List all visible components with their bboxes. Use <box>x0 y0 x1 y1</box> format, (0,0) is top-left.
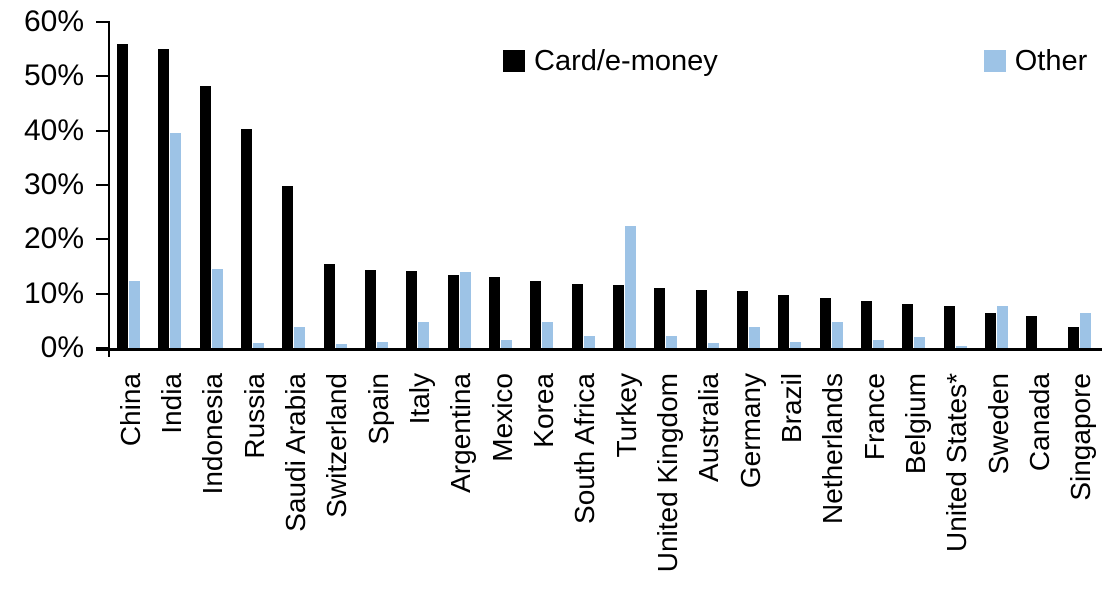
bar-card-e-money-france <box>861 301 872 348</box>
bar-card-e-money-china <box>117 43 128 348</box>
x-axis-label-italy: Italy <box>404 373 435 425</box>
bar-card-e-money-belgium <box>902 303 914 348</box>
bar-other-italy <box>418 322 430 348</box>
bar-card-e-money-saudi-arabia <box>282 186 294 348</box>
bar-other-south-africa <box>583 335 595 348</box>
x-axis-label-united-kingdom: United Kingdom <box>652 373 683 573</box>
bar-other-argentina <box>459 272 471 348</box>
x-axis-label-switzerland: Switzerland <box>321 373 353 518</box>
bar-card-e-money-india <box>158 49 170 348</box>
y-tick-mark-40pct <box>96 129 108 132</box>
x-axis-end-tick <box>108 348 110 357</box>
y-axis-label-20pct: 20% <box>23 222 84 256</box>
legend-item-other: Other <box>983 44 1088 78</box>
x-axis-label-sweden: Sweden <box>982 373 1014 475</box>
bar-card-e-money-mexico <box>489 276 500 348</box>
bar-card-e-money-singapore <box>1067 327 1079 348</box>
bar-card-e-money-australia <box>695 289 707 348</box>
y-axis-label-30pct: 30% <box>23 168 84 201</box>
bar-other-indonesia <box>211 269 223 348</box>
legend-swatch-other <box>983 50 1006 72</box>
bar-other-netherlands <box>831 321 843 348</box>
x-axis-label-turkey: Turkey <box>610 373 642 458</box>
legend-label-other: Other <box>1014 45 1088 77</box>
y-axis-line <box>108 21 110 350</box>
x-axis-label-spain: Spain <box>362 373 394 445</box>
bar-other-russia <box>253 342 264 348</box>
legend: Card/e-money Other <box>503 44 1087 78</box>
bar-card-e-money-united-kingdom <box>654 288 666 348</box>
bar-other-sweden <box>997 305 1008 348</box>
bar-other-saudi-arabia <box>294 326 306 348</box>
y-tick-mark-20pct <box>96 238 108 241</box>
bar-card-e-money-spain <box>365 270 376 348</box>
x-axis-label-argentina: Argentina <box>445 373 477 493</box>
x-axis-label-korea: Korea <box>528 373 559 448</box>
bar-other-mexico <box>501 340 512 348</box>
x-axis-label-saudi-arabia: Saudi Arabia <box>280 373 311 532</box>
x-axis-line <box>96 348 1102 351</box>
x-axis-label-canada: Canada <box>1024 373 1055 472</box>
bar-card-e-money-sweden <box>985 313 996 348</box>
bar-other-switzerland <box>335 343 347 348</box>
bar-card-e-money-korea <box>530 281 542 348</box>
x-axis-label-south-africa: South Africa <box>569 373 601 524</box>
bar-card-e-money-switzerland <box>323 263 335 348</box>
y-tick-mark-50pct <box>96 75 108 78</box>
bar-other-united-kingdom <box>666 335 678 348</box>
bar-card-e-money-germany <box>737 290 748 348</box>
y-tick-mark-60pct <box>96 21 108 23</box>
x-axis-label-germany: Germany <box>734 373 766 489</box>
bar-card-e-money-indonesia <box>199 86 211 348</box>
bar-other-united-states <box>955 346 967 348</box>
bar-card-e-money-turkey <box>613 284 624 348</box>
y-tick-mark-10pct <box>96 292 108 295</box>
bar-card-e-money-netherlands <box>819 298 831 348</box>
bar-other-singapore <box>1079 312 1091 348</box>
y-axis-label-40pct: 40% <box>23 113 84 147</box>
x-axis-label-france: France <box>858 373 890 461</box>
legend-swatch-card-e-money <box>503 50 525 72</box>
y-axis-label-10pct: 10% <box>23 276 84 310</box>
bar-other-spain <box>377 342 388 348</box>
x-axis-label-australia: Australia <box>693 373 725 482</box>
x-axis-label-singapore: Singapore <box>1065 373 1097 501</box>
bar-other-korea <box>542 322 554 348</box>
y-axis-label-50pct: 50% <box>23 59 84 93</box>
bar-other-belgium <box>914 337 926 348</box>
bar-card-e-money-russia <box>241 129 252 348</box>
bar-other-germany <box>749 327 760 348</box>
y-axis-label-60pct: 60% <box>23 5 84 38</box>
y-tick-mark-0pct <box>96 347 108 349</box>
bar-other-india <box>170 133 182 348</box>
x-axis-label-india: India <box>156 373 187 434</box>
x-axis-label-indonesia: Indonesia <box>197 373 229 495</box>
bar-other-brazil <box>790 342 802 348</box>
legend-label-card-e-money: Card/e-money <box>534 45 718 77</box>
bar-card-e-money-italy <box>406 270 418 348</box>
bar-other-france <box>873 339 884 348</box>
x-axis-label-belgium: Belgium <box>900 373 931 475</box>
x-axis-label-russia: Russia <box>238 373 270 459</box>
x-axis-label-united-states: United States* <box>941 373 973 552</box>
bar-card-e-money-south-africa <box>571 284 583 348</box>
y-tick-mark-30pct <box>96 184 108 186</box>
bar-other-china <box>129 281 140 348</box>
legend-item-card-e-money: Card/e-money <box>503 44 718 78</box>
bar-other-australia <box>707 342 719 348</box>
bar-card-e-money-canada <box>1026 316 1038 348</box>
bar-card-e-money-argentina <box>447 275 459 348</box>
x-axis-label-brazil: Brazil <box>776 373 807 444</box>
bar-other-turkey <box>625 225 636 348</box>
x-axis-label-china: China <box>114 373 146 447</box>
bar-card-e-money-united-states <box>943 305 955 348</box>
y-axis-label-0pct: 0% <box>40 331 84 364</box>
x-axis-label-mexico: Mexico <box>486 373 518 462</box>
x-axis-label-netherlands: Netherlands <box>817 373 849 524</box>
bar-card-e-money-brazil <box>778 294 790 348</box>
